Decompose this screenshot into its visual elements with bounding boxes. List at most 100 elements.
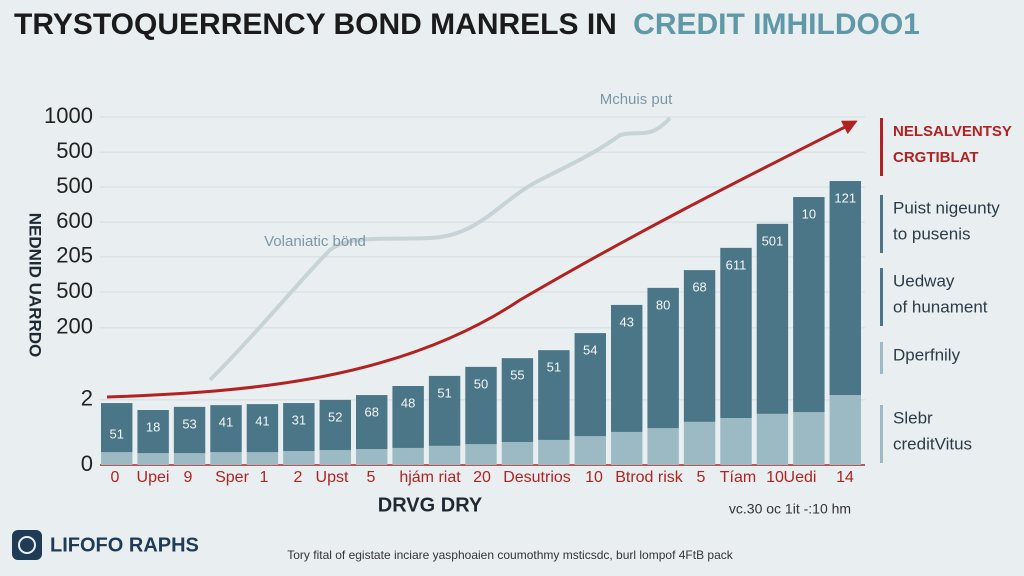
y-tick-label: 1000: [44, 103, 93, 128]
decorative-line: [208, 116, 672, 382]
bar-segment: [173, 453, 206, 465]
x-tick-label: 0: [111, 469, 120, 486]
bar-segment: [756, 413, 789, 465]
bar-segment: [538, 439, 570, 465]
logo: LIFOFO RAPHS: [12, 530, 199, 560]
footer: Tory fital of egistate inciare yasphoaie…: [287, 548, 734, 562]
side-note: CRGTIBLAT: [893, 149, 979, 166]
bar-label: 51: [547, 360, 561, 375]
note-bar: [880, 405, 883, 463]
bar-label: 51: [109, 426, 123, 441]
bar-segment: [210, 452, 242, 465]
bar-segment: [538, 350, 570, 440]
bar-label: 53: [182, 416, 196, 431]
bar-segment: [829, 181, 861, 396]
bar-segment: [720, 418, 752, 465]
bar-segment: [137, 410, 169, 454]
bar-segment: [428, 445, 461, 465]
x-tick-label: Btrod risk: [615, 469, 684, 486]
y-tick-label: 600: [56, 208, 93, 233]
side-note: NELSALVENTSY: [893, 123, 1012, 140]
bar-segment: [319, 450, 351, 465]
y-axis-label: NEDNID UARRDO: [26, 213, 45, 358]
bar-segment: [683, 270, 716, 422]
bar-segment: [611, 304, 643, 432]
side-notes: NELSALVENTSY CRGTIBLAT Puist nigeunty to pu…: [880, 118, 1012, 463]
side-note: Uedway: [893, 271, 955, 290]
bar-label: 41: [219, 415, 233, 430]
bar-label: 80: [656, 297, 670, 312]
bar-segment: [246, 452, 279, 465]
bar-segment: [283, 403, 315, 452]
x-tick-label: Sper: [215, 469, 249, 486]
bar-segment: [137, 453, 169, 465]
x-axis-label: DRVG DRY: [378, 494, 483, 516]
trend-arrow: [106, 120, 858, 399]
y-tick-label: 500: [56, 278, 93, 303]
x-tick-label: 5: [367, 469, 376, 486]
bar-segment: [647, 428, 679, 465]
bar-segment: [392, 386, 424, 448]
bar-label: 501: [762, 233, 784, 248]
bar-label: 121: [834, 190, 856, 205]
scale-note: vc.30 oc 1it -:10 hm: [729, 501, 851, 517]
side-note: Dperfnily: [893, 345, 961, 364]
x-tick-label: Desutrios: [503, 469, 571, 486]
bar-label: 68: [692, 280, 706, 295]
bar-segment: [574, 333, 606, 437]
bar-segment: [501, 358, 534, 443]
x-tick-label: 5: [697, 469, 706, 486]
bar-segment: [465, 366, 497, 445]
y-tick-label: 200: [56, 314, 93, 339]
bar-segment: [101, 403, 133, 453]
bar-segment: [756, 223, 789, 414]
x-tick-label: 20: [473, 469, 491, 486]
bar-segment: [793, 197, 825, 413]
bar-segment: [356, 448, 388, 465]
bar-segment: [101, 452, 133, 465]
bar-segment: [428, 375, 461, 446]
bar-label: 48: [401, 395, 415, 410]
bar-segment: [319, 399, 351, 451]
side-note: Slebr: [893, 408, 933, 427]
bar-segment: [611, 431, 643, 465]
x-tick-label: 2: [294, 469, 303, 486]
bar-label: 55: [510, 368, 524, 383]
x-tick-label: Upei: [137, 469, 170, 486]
y-tick-label: 500: [56, 173, 93, 198]
side-note: of hunament: [893, 297, 988, 316]
bar-label: 43: [619, 314, 633, 329]
bar-segment: [465, 444, 497, 465]
bar-segment: [829, 395, 861, 465]
bar-label: 10: [802, 206, 816, 221]
bar-label: 54: [583, 343, 597, 358]
x-tick-label: 9: [184, 469, 193, 486]
x-tick-label: Uedi: [784, 469, 817, 486]
note-bar: [880, 268, 883, 326]
bar-segment: [683, 421, 716, 465]
bar-label: 611: [726, 257, 747, 272]
bar-segment: [720, 247, 752, 419]
bar-label: 41: [255, 414, 269, 429]
note-bar: [880, 342, 883, 374]
bar-label: 52: [328, 409, 342, 424]
y-tick-label: 2: [81, 386, 93, 411]
note-bar: [880, 195, 883, 253]
bar-segment: [574, 436, 606, 465]
y-tick-label: 500: [56, 138, 93, 163]
bar-label: 18: [146, 419, 160, 434]
bar-label: 31: [292, 412, 306, 427]
bar-segment: [210, 405, 242, 453]
bar-segment: [283, 451, 315, 465]
x-tick-label: hjám riat: [399, 469, 461, 486]
y-tick-label: 205: [56, 243, 93, 268]
x-tick-label: 10: [585, 469, 603, 486]
x-tick-label: Upst: [316, 469, 349, 486]
x-tick-label: Tíam: [720, 469, 756, 486]
bar-segment: [501, 442, 534, 465]
chart-title: TRYSTOQUERRENCY BOND MANRELS IN CREDIT I…: [14, 8, 920, 41]
bar-segment: [647, 287, 679, 429]
bar-segment: [173, 406, 206, 454]
